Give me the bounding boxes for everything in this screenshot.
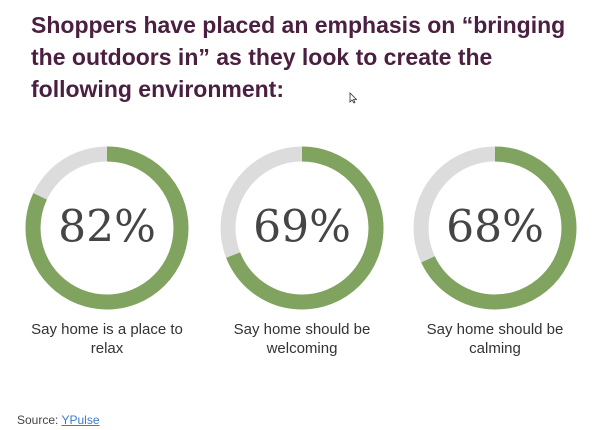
donut-svg: 69% bbox=[220, 146, 384, 310]
source-prefix: Source: bbox=[17, 413, 62, 427]
source-link[interactable]: YPulse bbox=[61, 413, 100, 427]
donut-svg: 82% bbox=[25, 146, 189, 310]
donut-caption: Say home should be calming bbox=[426, 321, 564, 357]
donut-svg: 68% bbox=[413, 146, 577, 310]
source-line: Source: YPulse bbox=[17, 413, 100, 427]
headline: Shoppers have placed an emphasis on “bri… bbox=[31, 12, 566, 102]
donut-charts: 82% Say home is a place to relax 69% Say ho… bbox=[0, 146, 600, 376]
donut-percent-label: 68% bbox=[446, 202, 544, 253]
cursor-icon bbox=[349, 92, 358, 104]
donut-value-arc bbox=[220, 146, 384, 310]
donut-chart-1: 82% Say home is a place to relax bbox=[22, 146, 192, 358]
donut-value-arc bbox=[413, 146, 577, 310]
donut-chart-3: 68% Say home should be calming bbox=[410, 146, 580, 358]
donut-chart-2: 69% Say home should be welcoming bbox=[217, 146, 387, 358]
donut-caption: Say home should be welcoming bbox=[233, 321, 371, 357]
donut-percent-label: 69% bbox=[253, 202, 351, 253]
donut-value-arc bbox=[25, 146, 189, 310]
donut-caption: Say home is a place to relax bbox=[31, 321, 183, 357]
donut-percent-label: 82% bbox=[58, 202, 156, 253]
